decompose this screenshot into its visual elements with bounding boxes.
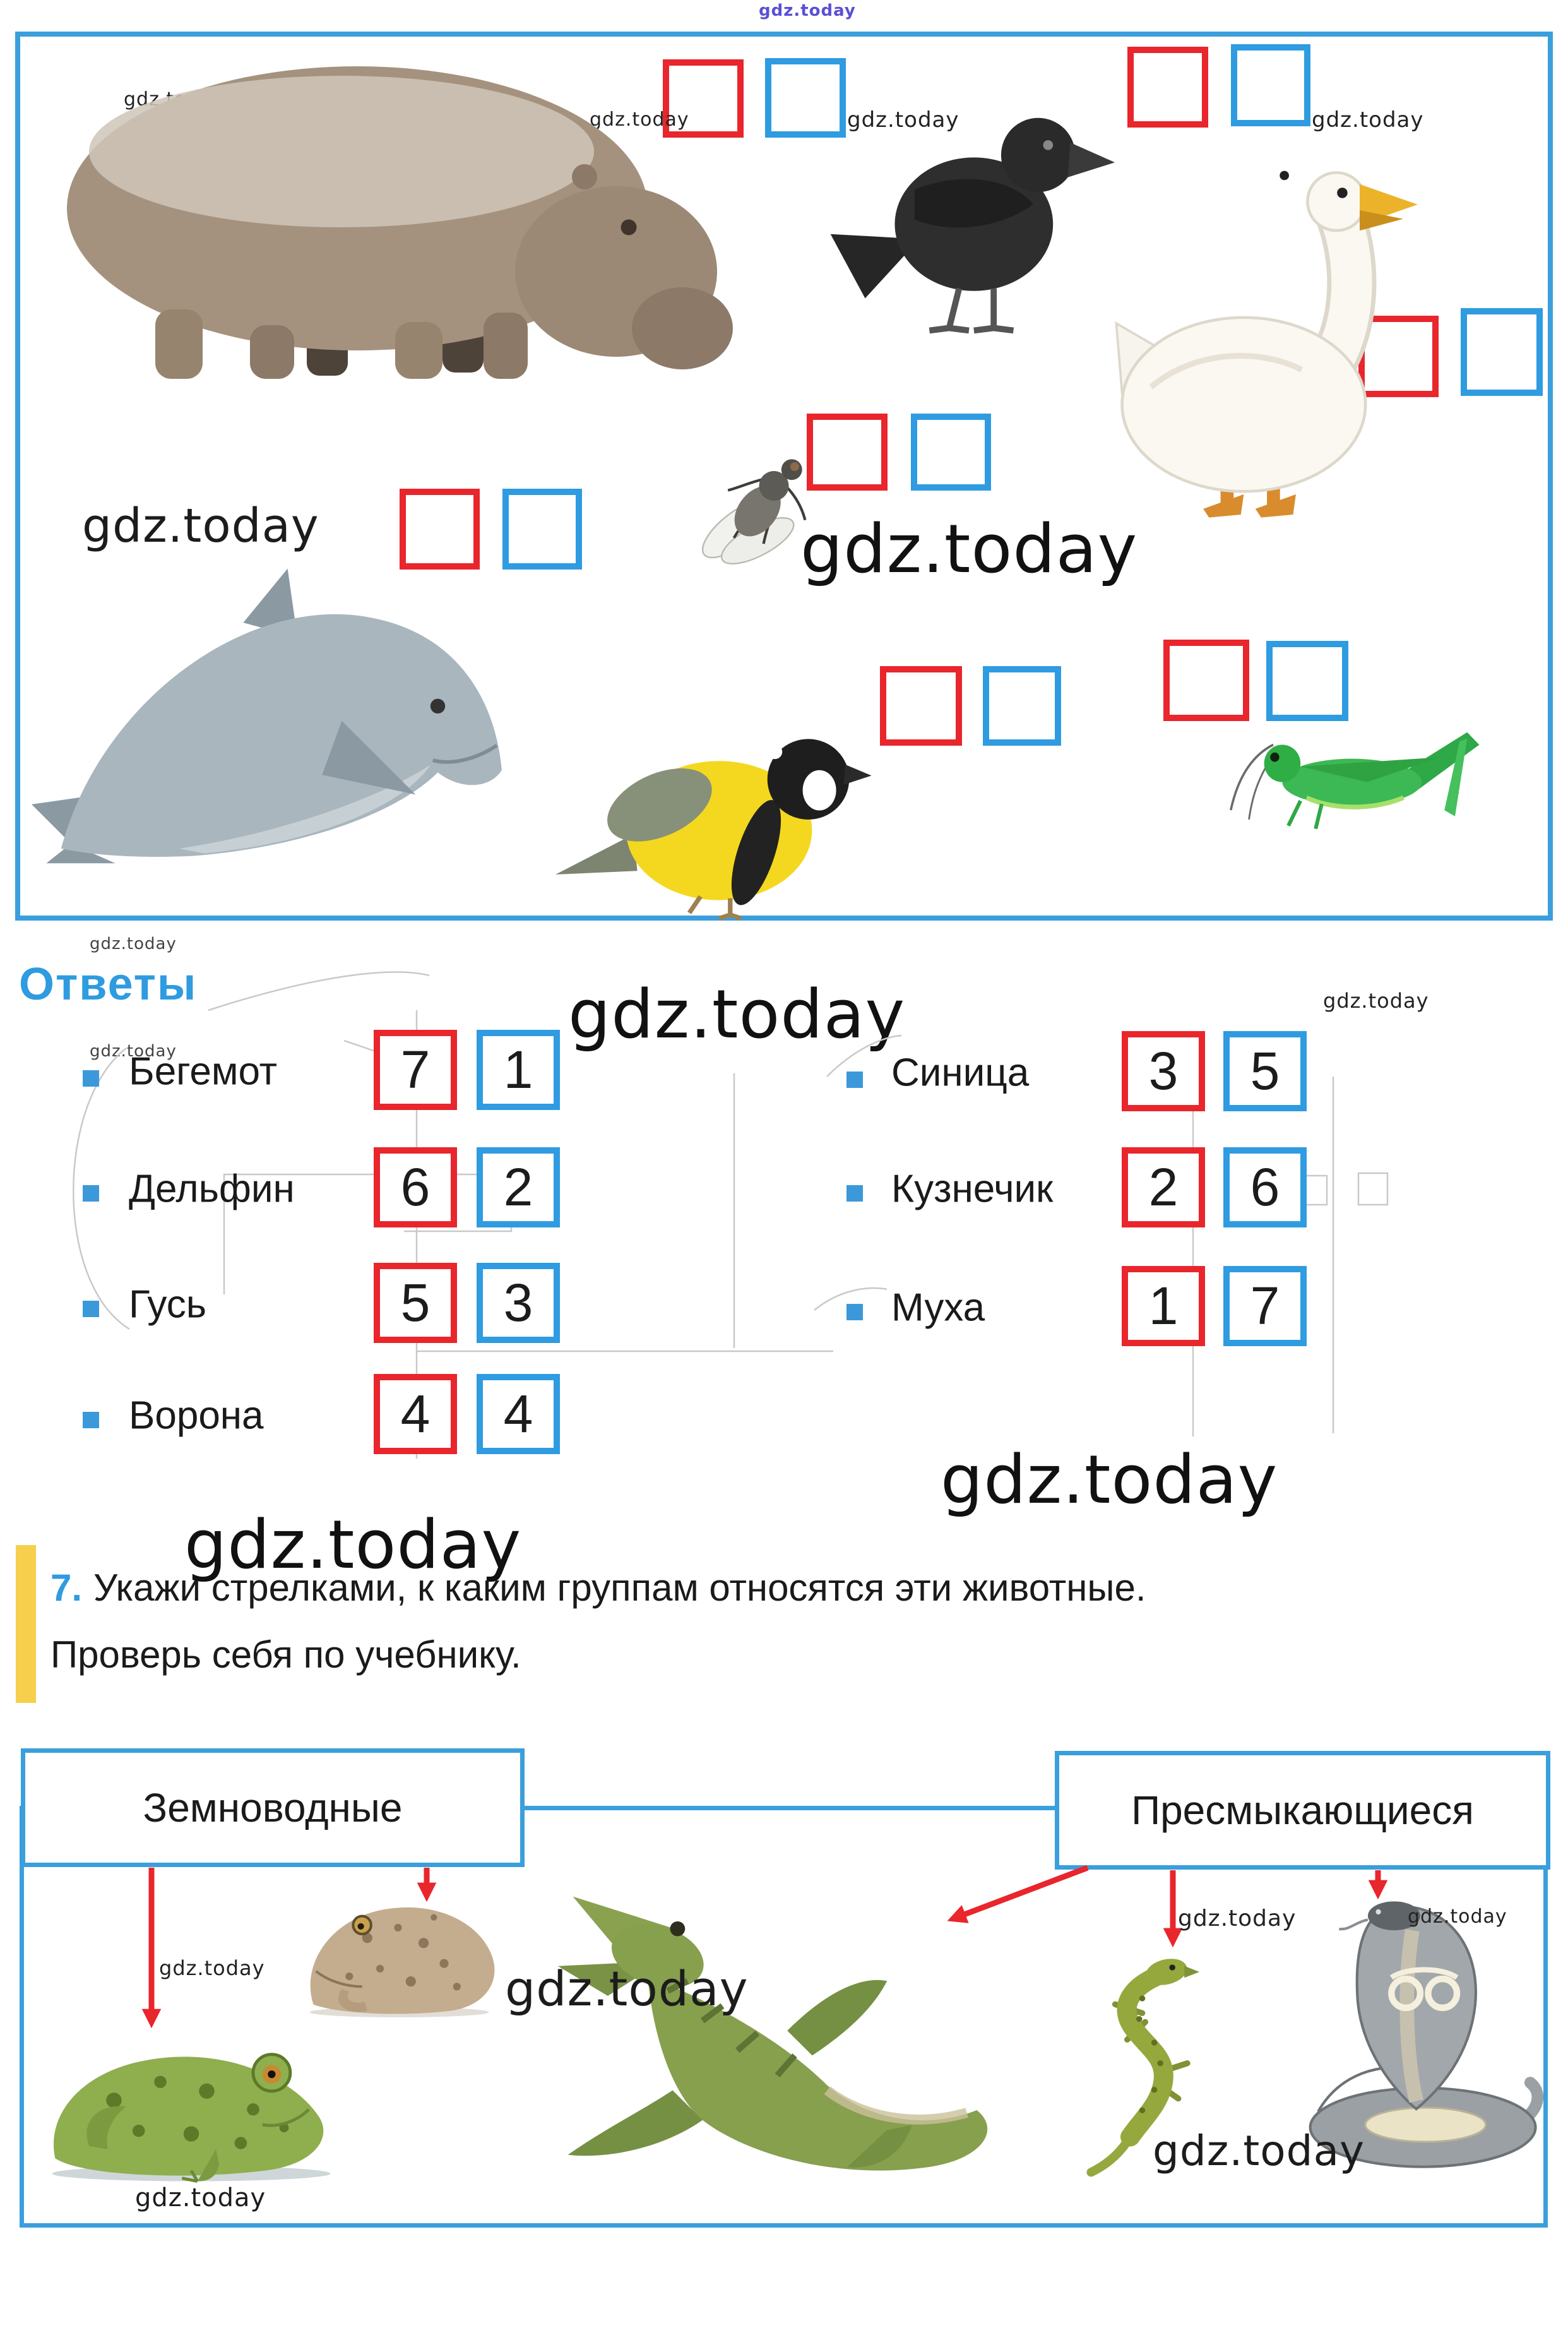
task-text-line2: Проверь себя по учебнику. — [50, 1633, 521, 1676]
answer-row-tit: Синица 3 5 — [846, 1031, 1326, 1114]
grasshopper-red-answer-box[interactable] — [1163, 640, 1249, 721]
goose-blue-answer-box[interactable] — [1461, 308, 1543, 396]
grasshopper-blue-answer-box[interactable] — [1266, 641, 1348, 721]
watermark: gdz.today — [1153, 2127, 1365, 2175]
answer-red-box: 6 — [374, 1147, 457, 1227]
bullet-icon — [846, 1304, 863, 1320]
bullet-icon — [83, 1070, 99, 1087]
task-text-line1: 7. Укажи стрелками, к каким группам относ… — [50, 1567, 1146, 1609]
crow-blue-answer-box[interactable] — [1231, 44, 1310, 126]
answer-animal-label: Дельфин — [129, 1167, 295, 1210]
answer-row-crow: Ворона 4 4 — [83, 1374, 562, 1457]
dolphin-image — [32, 559, 524, 868]
toad-image — [290, 1887, 508, 2017]
answer-red-box: 7 — [374, 1030, 457, 1110]
tit-red-answer-box[interactable] — [880, 666, 962, 746]
crocodile-image — [548, 1882, 1047, 2185]
answer-row-hippo: Бегемот 7 1 — [83, 1030, 562, 1113]
answers-heading: Ответы — [19, 959, 198, 1010]
answer-animal-label: Муха — [891, 1286, 985, 1329]
answer-animal-label: Бегемот — [129, 1049, 278, 1093]
arrow-reptiles-to-crocodile — [947, 1865, 1089, 1923]
answer-arrows — [141, 1865, 1388, 2029]
watermark: gdz.today — [800, 510, 1138, 588]
watermark: gdz.today — [590, 109, 689, 131]
watermark: gdz.today — [184, 1506, 522, 1584]
answer-red-box: 2 — [1122, 1147, 1205, 1227]
watermark: gdz.today — [90, 1042, 177, 1061]
bullet-icon — [846, 1185, 863, 1202]
watermark: gdz.today — [1323, 989, 1429, 1013]
crow-red-answer-box[interactable] — [1127, 47, 1208, 128]
watermark: gdz.today — [82, 499, 319, 553]
answer-row-grasshopper: Кузнечик 2 6 — [846, 1147, 1326, 1230]
watermark: gdz.today — [568, 976, 906, 1053]
watermark: gdz.today — [90, 934, 177, 953]
answer-row-dolphin: Дельфин 6 2 — [83, 1147, 562, 1230]
hippo-image — [42, 51, 736, 385]
dolphin-blue-answer-box[interactable] — [502, 489, 582, 570]
task-number: 7. — [50, 1567, 83, 1609]
answer-animal-label: Гусь — [129, 1282, 207, 1326]
answer-blue-box: 7 — [1223, 1266, 1307, 1346]
lizard-image — [1073, 1954, 1231, 2177]
answer-blue-box: 3 — [477, 1263, 560, 1343]
watermark: gdz.today — [941, 1441, 1278, 1519]
answer-red-box: 3 — [1122, 1031, 1205, 1111]
watermark: gdz.today — [135, 2183, 266, 2212]
answer-red-box: 4 — [374, 1374, 457, 1454]
great-tit-image — [555, 728, 890, 921]
watermark: gdz.today — [759, 1, 856, 20]
watermark: gdz.today — [1178, 1906, 1297, 1931]
answer-red-box: 5 — [374, 1263, 457, 1343]
task-accent-bar — [16, 1545, 36, 1703]
bullet-icon — [83, 1185, 99, 1202]
answer-row-fly: Муха 1 7 — [846, 1266, 1326, 1349]
watermark: gdz.today — [1408, 1906, 1507, 1928]
tit-blue-answer-box[interactable] — [983, 666, 1061, 746]
answer-animal-label: Синица — [891, 1051, 1030, 1094]
fly-red-answer-box[interactable] — [807, 414, 888, 491]
grasshopper-image — [1228, 720, 1500, 837]
group-box-amphibians: Земноводные — [21, 1748, 525, 1867]
answer-red-box: 1 — [1122, 1266, 1205, 1346]
answer-animal-label: Кузнечик — [891, 1167, 1054, 1210]
answer-animal-label: Ворона — [129, 1394, 264, 1437]
watermark: gdz.today — [847, 107, 959, 133]
group-label-reptiles: Пресмыкающиеся — [1131, 1788, 1474, 1833]
answer-blue-box: 1 — [477, 1030, 560, 1110]
hippo-blue-answer-box[interactable] — [765, 58, 846, 138]
answer-row-goose: Гусь 5 3 — [83, 1263, 562, 1346]
dolphin-red-answer-box[interactable] — [400, 489, 480, 570]
watermark: gdz.today — [1312, 107, 1424, 133]
cobra-image — [1281, 1896, 1544, 2172]
scan-ghost-lines — [73, 971, 1389, 1459]
watermark: gdz.today — [159, 1956, 265, 1980]
answer-blue-box: 2 — [477, 1147, 560, 1227]
group-label-amphibians: Земноводные — [143, 1785, 403, 1830]
hippo-red-answer-box[interactable] — [663, 59, 744, 138]
fly-blue-answer-box[interactable] — [911, 414, 991, 491]
fly-image — [680, 437, 829, 585]
answer-blue-box: 6 — [1223, 1147, 1307, 1227]
green-frog-image — [37, 2030, 346, 2183]
group-box-reptiles: Пресмыкающиеся — [1055, 1751, 1550, 1870]
goose-image — [1105, 161, 1423, 518]
bullet-icon — [83, 1412, 99, 1428]
watermark: gdz.today — [505, 1961, 749, 2017]
bullet-icon — [846, 1071, 863, 1088]
bullet-icon — [83, 1301, 99, 1317]
answer-blue-box: 4 — [477, 1374, 560, 1454]
goose-red-answer-box[interactable] — [1358, 316, 1439, 397]
crow-image — [821, 81, 1117, 343]
answer-blue-box: 5 — [1223, 1031, 1307, 1111]
